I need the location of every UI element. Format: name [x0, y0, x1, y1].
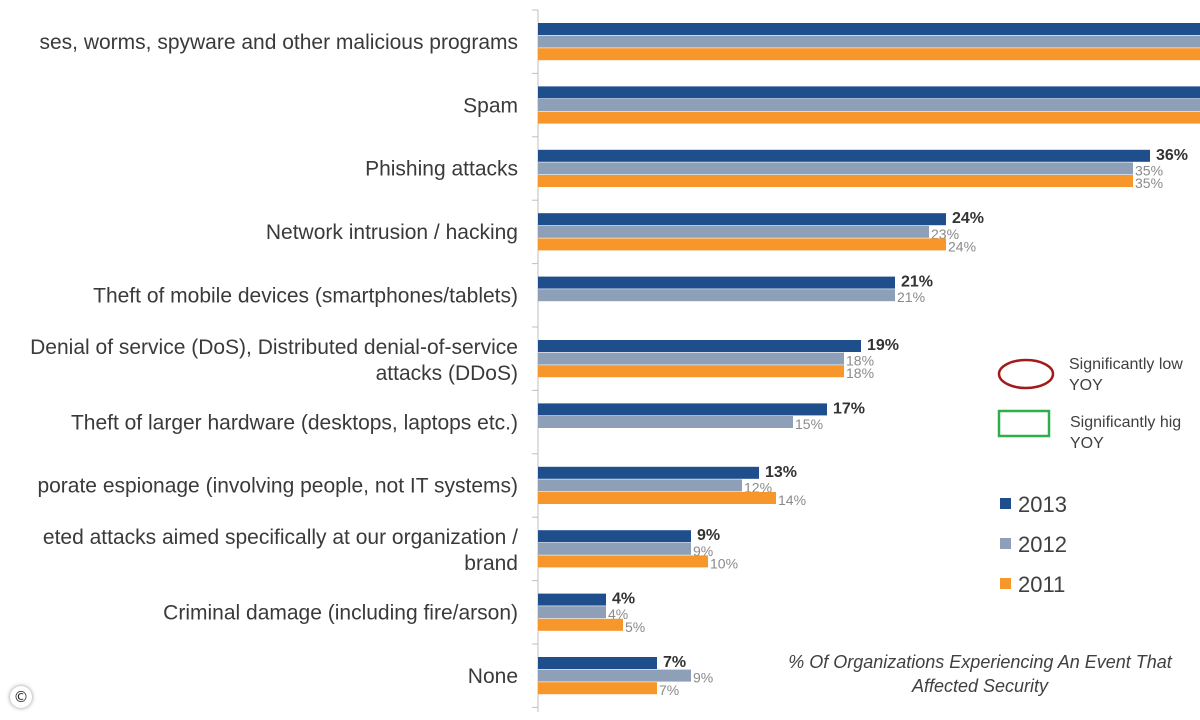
data-label: 9% [697, 527, 720, 544]
category-label: Network intrusion / hacking [266, 221, 518, 244]
legend-label: 2012 [1018, 532, 1067, 557]
bar-2012 [538, 352, 844, 365]
data-label: 12% [744, 479, 772, 495]
data-label: 9% [693, 670, 713, 686]
data-label: 5% [625, 619, 645, 635]
bar-2011 [538, 618, 623, 631]
data-label: 18% [846, 365, 874, 381]
bar-2012 [538, 289, 895, 302]
data-label: 4% [612, 591, 635, 608]
legend-swatch-2013 [1000, 498, 1011, 509]
data-label: 21% [901, 274, 933, 291]
data-label: 15% [795, 416, 823, 432]
data-label: 35% [1135, 162, 1163, 178]
bar-2011 [538, 175, 1133, 187]
bar-2013 [538, 86, 1200, 99]
significance-legend-text: Significantly low [1069, 356, 1183, 373]
category-label: attacks (DDoS) [376, 362, 518, 385]
bar-2011 [538, 48, 1200, 61]
data-label: 18% [846, 353, 874, 369]
category-label: Criminal damage (including fire/arson) [163, 602, 518, 625]
bar-2012 [538, 225, 929, 238]
significance-legend-text: Significantly hig [1070, 414, 1181, 431]
data-label: 10% [710, 555, 738, 571]
category-label: None [468, 665, 518, 688]
bar-2012 [538, 669, 691, 682]
bar-2012 [538, 416, 793, 428]
bar-2012 [538, 479, 742, 492]
bar-2012 [538, 35, 1200, 48]
data-label: 4% [608, 606, 628, 622]
bar-2013 [538, 403, 827, 416]
data-label: 24% [952, 210, 984, 227]
bar-2011 [538, 365, 844, 378]
chart-note: % Of Organizations Experiencing An Event… [788, 652, 1173, 672]
bar-2012 [538, 162, 1133, 175]
bar-2013 [538, 149, 1150, 162]
data-label: 35% [1135, 175, 1163, 191]
data-label: 23% [931, 226, 959, 242]
data-label: 14% [778, 492, 806, 508]
bar-2012 [538, 542, 691, 555]
legend-swatch-2011 [1000, 578, 1011, 589]
bar-2011 [538, 238, 946, 251]
legend-label: 2013 [1018, 492, 1067, 517]
significance-legend-text: YOY [1070, 435, 1104, 452]
category-label: porate espionage (involving people, not … [37, 475, 518, 498]
data-label: 24% [948, 238, 976, 254]
category-label: brand [464, 552, 518, 575]
data-label: 7% [663, 654, 686, 671]
bar-2011 [538, 682, 657, 695]
data-label: 17% [833, 400, 865, 417]
category-label: eted attacks aimed specifically at our o… [43, 526, 518, 549]
category-label: Phishing attacks [365, 158, 518, 181]
significantly-higher-marker [997, 409, 1051, 438]
bar-2012 [538, 99, 1200, 111]
chart-note: Affected Security [911, 676, 1049, 696]
data-label: 13% [765, 464, 797, 481]
bar-2013 [538, 657, 657, 669]
significantly-lower-marker [997, 358, 1055, 390]
significance-legend-text: YOY [1069, 377, 1103, 394]
bar-2013 [538, 340, 861, 352]
data-label: 9% [693, 543, 713, 559]
category-label: Spam [463, 94, 518, 117]
legend-label: 2011 [1018, 572, 1065, 597]
bar-2013 [538, 276, 895, 289]
bar-2011 [538, 492, 776, 504]
bar-2013 [538, 213, 946, 226]
bar-2013 [538, 23, 1200, 35]
category-label: Theft of larger hardware (desktops, lapt… [71, 411, 518, 434]
data-label: 7% [659, 682, 679, 698]
data-label: 21% [897, 289, 925, 305]
data-label: 19% [867, 337, 899, 354]
category-label: Denial of service (DoS), Distributed den… [30, 336, 518, 359]
copyright-icon: © [10, 686, 32, 708]
data-label: 36% [1156, 147, 1188, 164]
bar-2013 [538, 466, 759, 479]
bar-2011 [538, 111, 1200, 124]
bar-2013 [538, 593, 606, 606]
category-label: ses, worms, spyware and other malicious … [39, 31, 518, 54]
bar-2013 [538, 530, 691, 543]
bar-2012 [538, 606, 606, 619]
category-label: Theft of mobile devices (smartphones/tab… [93, 285, 518, 308]
bar-2011 [538, 555, 708, 568]
legend-swatch-2012 [1000, 538, 1011, 549]
